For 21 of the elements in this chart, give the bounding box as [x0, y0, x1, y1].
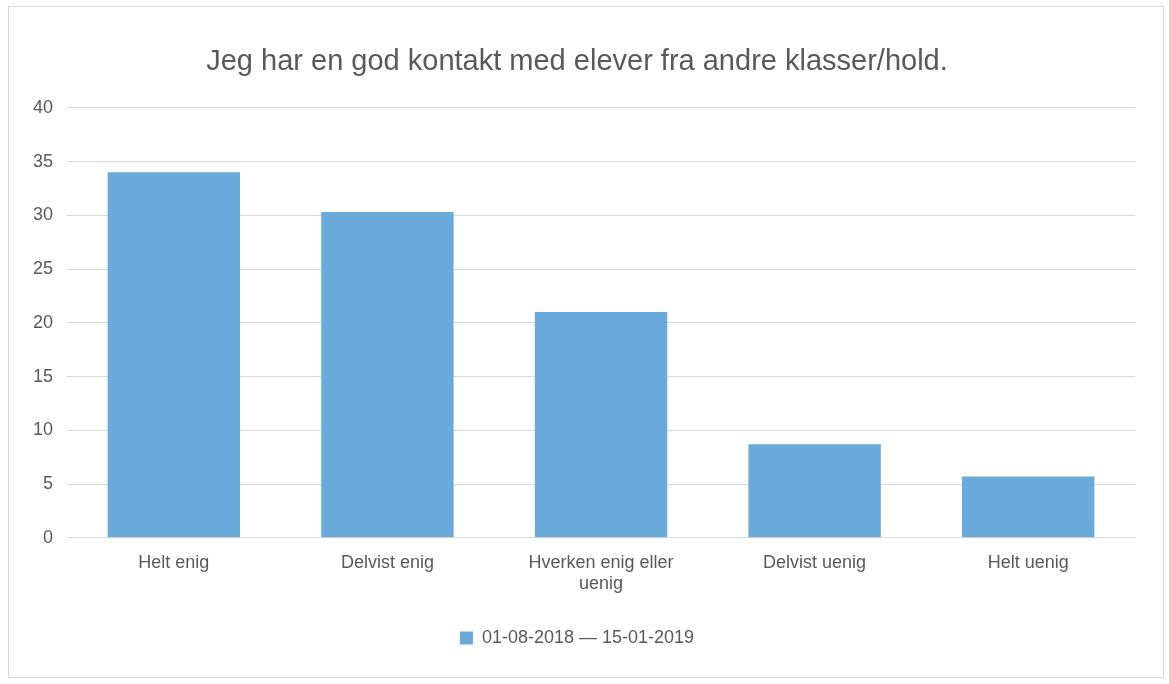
bar	[321, 212, 454, 538]
y-tick-label: 20	[32, 311, 54, 332]
y-tick-label: 40	[32, 96, 54, 117]
x-tick-label: Delvist uenig	[763, 551, 867, 572]
y-tick-label: 30	[32, 204, 54, 225]
y-tick-label: 25	[32, 258, 54, 279]
y-tick-label: 0	[43, 526, 54, 547]
x-tick-label: Helt uenig	[987, 551, 1069, 572]
y-tick-label: 35	[32, 150, 54, 171]
y-tick-label: 15	[32, 365, 54, 386]
x-tick-label: Hverken enig eller uenig	[528, 551, 674, 594]
y-tick-label: 5	[43, 473, 54, 494]
bar	[961, 476, 1095, 538]
x-tick-label: Helt enig	[138, 551, 210, 572]
x-tick-label: Delvist enig	[340, 551, 434, 572]
bar	[534, 312, 668, 538]
bar	[107, 172, 241, 538]
bar	[748, 444, 881, 538]
chart-title: Jeg har en god kontakt med elever fra andre klasser/hold.	[206, 44, 948, 77]
legend-label: 01-08-2018 — 15-01-2019	[481, 626, 695, 647]
y-tick-label: 10	[32, 419, 54, 440]
